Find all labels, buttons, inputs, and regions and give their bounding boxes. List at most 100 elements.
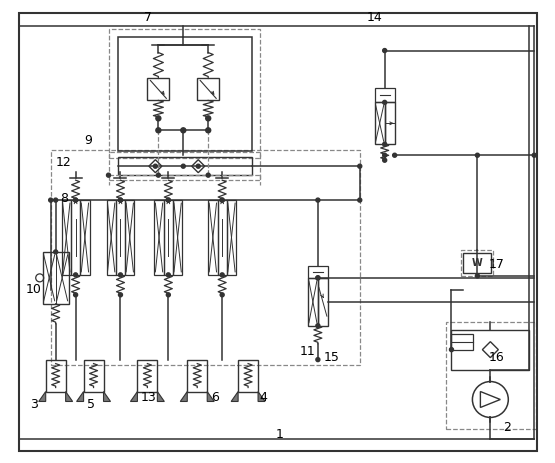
Circle shape [220,198,224,202]
Bar [451,334,473,350]
Circle shape [166,293,170,297]
Circle shape [206,173,210,177]
Text: W: W [472,258,483,268]
Text: 16: 16 [488,351,504,364]
Circle shape [181,128,186,133]
Text: 1: 1 [276,428,284,441]
Bar [173,200,182,275]
Polygon shape [65,392,73,401]
Text: 14: 14 [367,11,382,24]
Bar [107,200,116,275]
Circle shape [450,348,453,351]
Bar [308,278,318,325]
Bar [80,200,89,275]
Circle shape [532,153,536,157]
Bar [375,102,385,144]
Circle shape [107,173,110,177]
Bar [308,266,328,278]
Bar [238,360,258,392]
Polygon shape [130,392,138,401]
Text: 7: 7 [144,11,153,24]
Polygon shape [231,392,238,401]
Circle shape [74,198,78,202]
Circle shape [166,273,170,277]
Text: 12: 12 [56,156,72,169]
Circle shape [316,357,320,362]
Bar [451,330,529,369]
Circle shape [206,116,211,121]
Circle shape [54,250,58,254]
Circle shape [383,158,387,162]
Text: 11: 11 [300,345,316,358]
Polygon shape [207,392,214,401]
Circle shape [358,198,362,202]
Polygon shape [180,392,187,401]
Circle shape [220,293,224,297]
Circle shape [118,198,123,202]
Bar [46,360,65,392]
Circle shape [383,100,387,104]
Bar [164,200,173,275]
Circle shape [476,274,480,278]
Text: 6: 6 [211,391,219,404]
Polygon shape [258,392,265,401]
Text: 17: 17 [488,258,504,271]
Text: 5: 5 [87,398,94,411]
Bar [116,200,125,275]
Bar [154,200,164,275]
Circle shape [156,128,161,133]
Circle shape [316,198,320,202]
Text: 13: 13 [140,391,157,404]
Bar [218,200,227,275]
Text: 15: 15 [324,351,340,364]
Circle shape [74,198,78,202]
Bar [118,37,252,151]
Circle shape [383,142,387,146]
Bar [208,200,218,275]
Circle shape [206,128,211,133]
Circle shape [476,153,480,157]
Bar [197,78,219,100]
Bar [51,150,360,364]
Text: 8: 8 [59,192,68,205]
Bar [187,360,207,392]
Circle shape [118,273,123,277]
Circle shape [157,173,160,177]
Bar [463,253,491,273]
Bar [109,29,260,158]
Circle shape [118,198,123,202]
Circle shape [54,198,58,202]
Circle shape [220,198,224,202]
Circle shape [181,164,185,168]
Circle shape [358,164,362,168]
Circle shape [166,198,170,202]
Circle shape [383,49,387,52]
Circle shape [383,153,387,157]
Circle shape [74,293,78,297]
Circle shape [196,164,200,168]
Circle shape [156,116,161,121]
Bar [118,157,252,175]
Text: 9: 9 [84,134,93,147]
Bar [227,200,236,275]
Circle shape [118,293,123,297]
Text: 2: 2 [503,421,511,434]
Bar [385,102,395,144]
Bar [84,360,104,392]
Bar [43,252,69,304]
Bar [375,88,395,102]
Circle shape [392,153,397,157]
Text: 3: 3 [30,398,38,411]
Polygon shape [77,392,84,401]
Bar [138,360,158,392]
Bar [109,152,260,180]
Polygon shape [158,392,164,401]
Bar [71,200,80,275]
Polygon shape [39,392,46,401]
Circle shape [316,324,320,328]
Bar [62,200,71,275]
Bar [148,78,169,100]
Bar [318,278,328,325]
Bar [125,200,134,275]
Text: 4: 4 [259,391,267,404]
